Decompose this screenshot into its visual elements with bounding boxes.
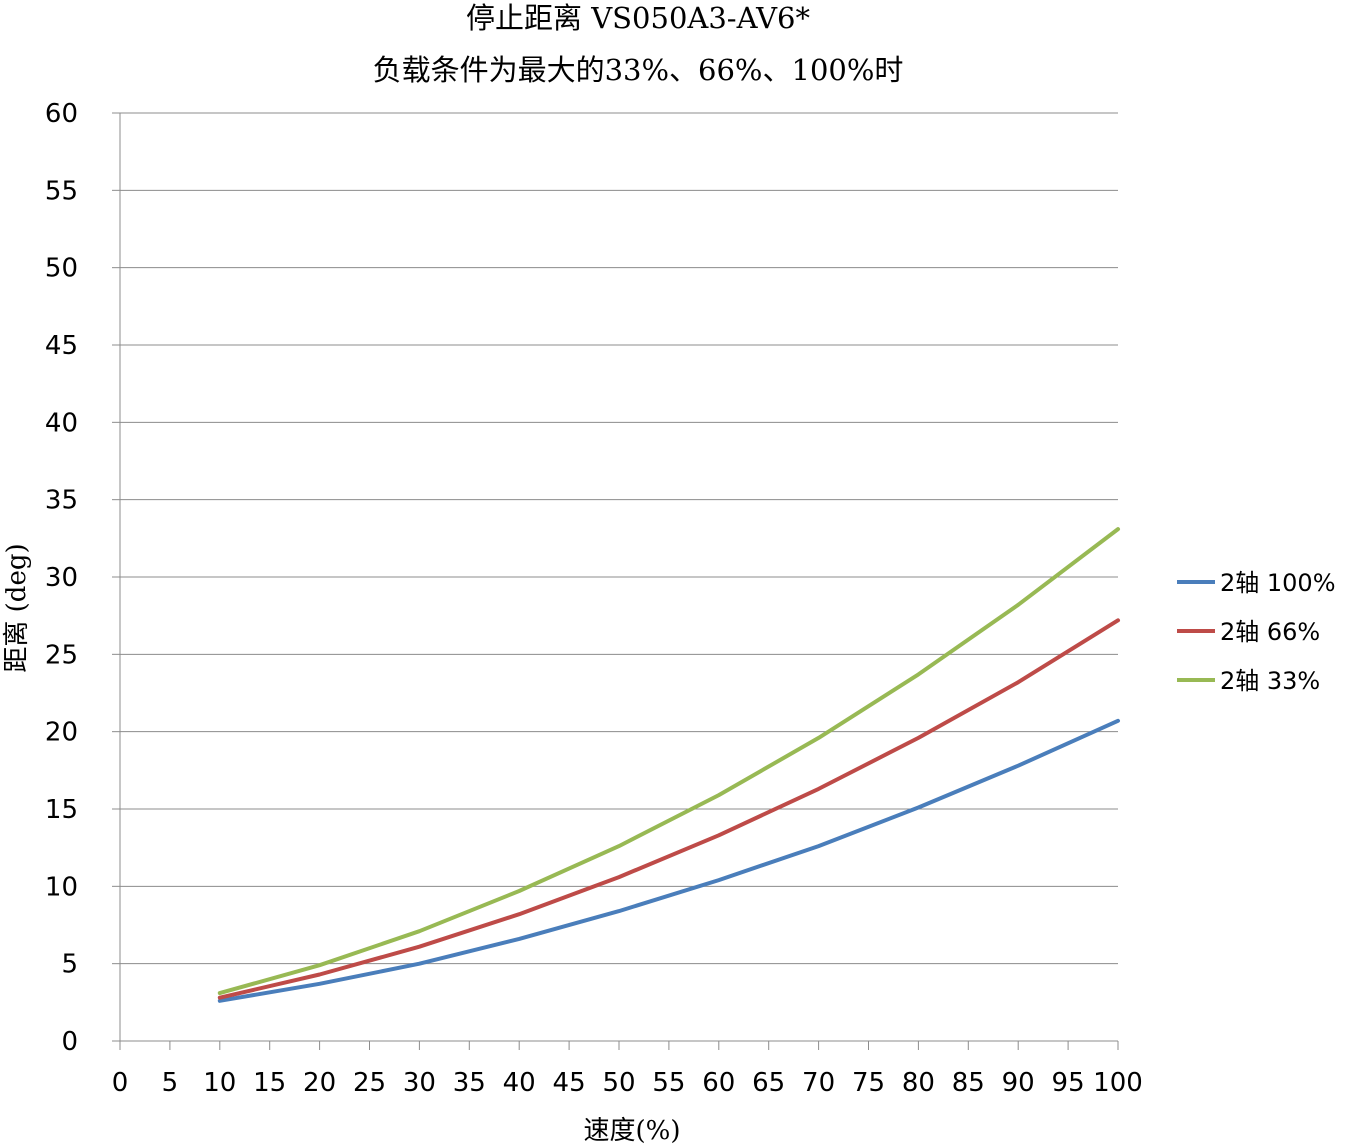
x-tick-label: 45 (553, 1068, 586, 1098)
x-axis-title: 速度(%) (584, 1116, 681, 1145)
x-tick-label: 25 (353, 1068, 386, 1098)
y-tick-label: 60 (45, 99, 78, 129)
y-tick-label: 45 (45, 331, 78, 361)
x-tick-label: 60 (702, 1068, 735, 1098)
y-tick-label: 50 (45, 254, 78, 284)
legend-label: 2轴 66% (1220, 618, 1320, 646)
series-line-0 (217, 718, 1120, 1003)
x-tick-label: 65 (752, 1068, 785, 1098)
x-tick-label: 85 (952, 1068, 985, 1098)
y-tick-label: 15 (45, 795, 78, 825)
x-tick-label: 0 (112, 1068, 129, 1098)
series-lines (217, 527, 1120, 1003)
x-tick-label: 10 (203, 1068, 236, 1098)
x-tick-label: 100 (1093, 1068, 1143, 1098)
x-tick-label: 95 (1052, 1068, 1085, 1098)
y-axis-title: 距离 (deg) (2, 543, 32, 672)
tick-labels: 0 5 10 15 20 25 30 35 40 45 50 55 60 0 5 10 15 20 25 30 35 40… (45, 99, 1143, 1098)
gridlines (120, 112, 1118, 965)
y-tick-label: 10 (45, 872, 78, 902)
x-tick-label: 30 (403, 1068, 436, 1098)
y-tick-label: 25 (45, 640, 78, 670)
y-tick-label: 0 (61, 1027, 78, 1057)
x-tick-label: 80 (902, 1068, 935, 1098)
y-tick-label: 40 (45, 408, 78, 438)
x-tick-label: 75 (852, 1068, 885, 1098)
legend-label: 2轴 33% (1220, 667, 1320, 695)
x-tick-label: 40 (503, 1068, 536, 1098)
series-line-1 (217, 618, 1120, 1000)
y-tick-label: 55 (45, 176, 78, 206)
axes (112, 112, 1119, 1050)
chart-subtitle: 负载条件为最大的33%、66%、100%时 (373, 53, 904, 87)
x-tick-label: 90 (1002, 1068, 1035, 1098)
series-line-2 (217, 527, 1120, 996)
legend-label: 2轴 100% (1220, 569, 1336, 597)
x-tick-label: 50 (602, 1068, 635, 1098)
x-tick-label: 35 (453, 1068, 486, 1098)
x-tick-label: 15 (253, 1068, 286, 1098)
x-tick-label: 5 (162, 1068, 179, 1098)
x-tick-label: 55 (652, 1068, 685, 1098)
y-tick-label: 20 (45, 718, 78, 748)
x-tick-label: 20 (303, 1068, 336, 1098)
legend: 2轴 100% 2轴 66% 2轴 33% (1177, 569, 1336, 695)
y-tick-label: 35 (45, 486, 78, 516)
y-tick-label: 30 (45, 563, 78, 593)
chart-title: 停止距离 VS050A3-AV6* (466, 1, 810, 35)
y-tick-label: 5 (61, 950, 78, 980)
x-tick-label: 70 (802, 1068, 835, 1098)
